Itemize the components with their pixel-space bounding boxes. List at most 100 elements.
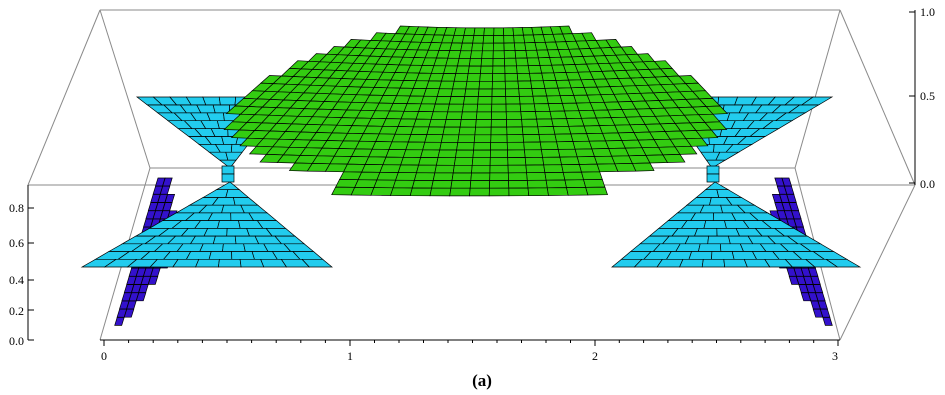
top-surface-cell (545, 179, 567, 189)
top-surface-cell (542, 80, 559, 89)
top-surface-cell (559, 156, 580, 166)
middle-layer-cell (225, 189, 250, 198)
top-surface-cell (524, 156, 545, 166)
middle-layer-cell (225, 151, 243, 161)
top-surface-cell (531, 88, 548, 97)
top-surface-cell (371, 141, 393, 150)
top-surface-cell (395, 172, 417, 181)
middle-layer-cell (684, 235, 709, 245)
top-surface-cell (471, 157, 491, 166)
top-surface-cell (350, 187, 375, 196)
top-surface-cell (445, 111, 463, 120)
middle-layer-cell (240, 204, 269, 214)
top-surface-cell (517, 80, 533, 90)
top-surface-cell (543, 164, 564, 173)
middle-layer-cell (201, 189, 229, 198)
z-right-tick-label: 0.0 (920, 177, 935, 191)
top-surface-cell (434, 96, 452, 105)
top-surface-cell (503, 50, 517, 59)
top-surface-cell (477, 96, 493, 105)
top-surface-cell (674, 145, 698, 155)
top-surface-cell (444, 119, 462, 128)
top-surface-cell (523, 34, 536, 44)
top-surface-cell (423, 88, 440, 97)
middle-layer-cell (208, 151, 229, 161)
top-surface-cell (376, 172, 399, 181)
top-surface-cell (370, 187, 394, 196)
top-surface-cell (460, 111, 478, 120)
top-surface-cell (453, 157, 474, 166)
top-surface-cell (492, 73, 506, 82)
top-surface-cell (491, 88, 507, 97)
middle-layer-cell (199, 243, 224, 252)
middle-layer-cell (206, 112, 225, 122)
top-surface-cell (491, 96, 507, 105)
middle-layer-cell (685, 197, 712, 206)
x-axis: 0 1 2 3 (100, 339, 840, 363)
top-surface-cell (525, 164, 546, 174)
top-surface-cell (361, 164, 384, 173)
top-surface-cell (507, 149, 526, 158)
top-surface-cell (552, 125, 572, 135)
top-surface-cell (685, 137, 709, 147)
top-surface-cell (490, 126, 508, 136)
top-surface-cell (520, 111, 538, 120)
middle-layer-cell (222, 243, 246, 252)
top-surface-cell (522, 134, 541, 143)
top-surface-cell (533, 103, 551, 112)
top-surface-cell (418, 157, 439, 166)
z-axis-left: 0.0 0.2 0.4 0.6 0.8 (9, 185, 34, 348)
top-surface-cell (392, 179, 415, 189)
top-surface-cell (428, 118, 447, 128)
top-surface-cell (524, 42, 538, 51)
top-surface-cell (705, 105, 729, 115)
top-surface-cell (483, 27, 495, 36)
top-surface-cell (476, 103, 493, 113)
top-surface-cell (331, 186, 356, 196)
top-surface-cell (457, 134, 476, 143)
top-surface-cell (473, 27, 485, 36)
middle-layer-cell (221, 165, 235, 175)
middle-layer-cell (703, 220, 727, 229)
z-axis-right: 0.0 0.5 1.0 (909, 5, 935, 191)
top-surface-cell (453, 27, 466, 36)
top-surface-cell (437, 149, 458, 159)
top-surface-cell (546, 187, 569, 196)
top-surface-cell (441, 73, 457, 82)
middle-layer-cell (704, 181, 730, 191)
top-surface-cell (448, 96, 466, 105)
z-left-tick-label: 0.0 (9, 334, 24, 348)
middle-layer-cell (221, 173, 235, 183)
middle-layer-cell (301, 258, 333, 268)
top-surface-cell (695, 129, 719, 139)
top-surface-cell (503, 34, 515, 44)
top-surface-cell (554, 133, 574, 143)
top-surface-cell (492, 50, 505, 59)
middle-layer-cell (212, 104, 230, 114)
top-surface-cell (516, 72, 532, 82)
top-surface-cell (458, 50, 473, 59)
middle-layer-cell (706, 173, 720, 183)
top-surface-cell (489, 180, 510, 189)
top-surface-cell (475, 111, 492, 120)
x-tick-label: 2 (592, 349, 598, 363)
top-surface-cell (540, 149, 561, 158)
top-surface-cell (443, 65, 458, 74)
top-surface-cell (335, 179, 359, 188)
middle-layer-cell (706, 165, 720, 175)
top-surface-cell (556, 141, 576, 150)
middle-layer-cell (715, 151, 740, 161)
middle-layer-cell (203, 228, 228, 237)
middle-layer-cell (699, 204, 724, 214)
top-surface-cell (413, 172, 436, 181)
top-surface-cell (492, 42, 505, 52)
middle-layer-cell (239, 258, 265, 268)
top-surface-cell (542, 156, 563, 166)
top-surface-cell (505, 96, 521, 105)
box-back-left-edge (99, 9, 151, 169)
top-surface-cell (482, 42, 494, 52)
top-surface-cell (591, 148, 613, 157)
top-surface-cell (434, 164, 455, 174)
middle-layer-cell (231, 251, 255, 260)
top-surface-cell (432, 103, 450, 113)
